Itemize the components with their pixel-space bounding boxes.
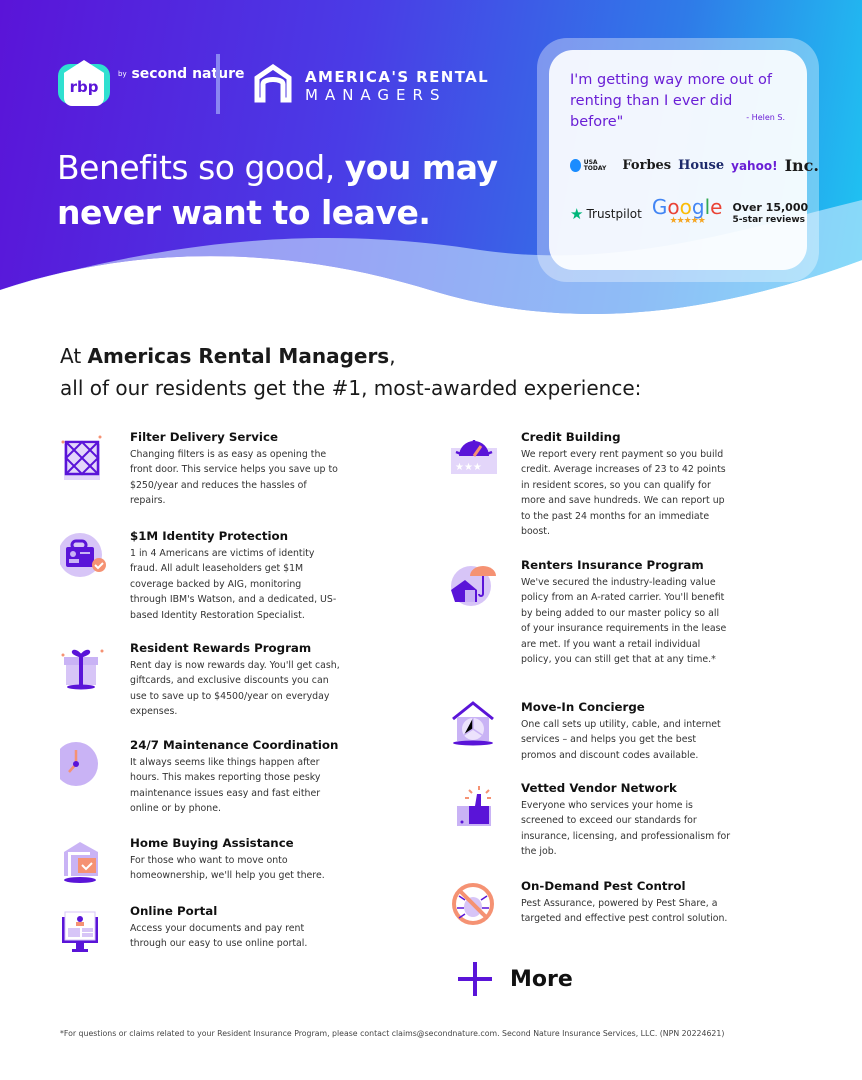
more-button[interactable]: More — [458, 962, 573, 996]
thumbs-up-icon — [457, 786, 491, 826]
google-logo: Google ★★★★★ — [651, 195, 723, 226]
rbp-logo: rbp — [58, 54, 110, 106]
gift-icon — [61, 649, 104, 690]
hero-headline: Benefits so good, you may never want to l… — [57, 148, 498, 232]
inc-logo: Inc. — [784, 156, 819, 175]
testimonial-author: - Helen S. — [746, 113, 785, 122]
testimonial-quote: I'm getting way more out of renting than… — [570, 72, 772, 130]
footer-disclaimer: *For questions or claims related to your… — [60, 1029, 725, 1038]
rating-stars: ★★★★★ — [669, 216, 705, 226]
intro-heading: At Americas Rental Managers, all of our r… — [60, 344, 642, 400]
benefit-online-portal: Online Portal Access your documents and p… — [130, 904, 308, 950]
logo-divider — [216, 54, 220, 114]
benefit-renters-insurance: Renters Insurance Program We've secured t… — [521, 558, 727, 666]
benefit-maintenance: 24/7 Maintenance Coordination It always s… — [130, 738, 339, 815]
clock-icon — [60, 742, 98, 786]
home-sign-icon — [64, 842, 98, 883]
review-count: Over 15,000 5-star reviews — [732, 201, 809, 225]
star-icon: ★ — [570, 205, 584, 223]
benefit-vetted-vendors: Vetted Vendor Network Everyone who servic… — [521, 781, 731, 858]
credit-gauge-icon: ★★★ — [451, 440, 497, 474]
usa-today-logo: USA TODAY — [570, 159, 615, 172]
trustpilot-logo: ★ Trustpilot — [570, 205, 642, 223]
house-utilities-icon — [452, 701, 494, 746]
benefit-filter-delivery: Filter Delivery Service Changing filters … — [130, 430, 338, 507]
hero-banner: rbp by second nature AMERICA'S RENTAL MA… — [0, 0, 862, 330]
umbrella-house-icon — [451, 566, 496, 606]
testimonial-card: I'm getting way more out of renting than… — [537, 38, 819, 282]
benefit-credit-building: Credit Building We report every rent paym… — [521, 430, 726, 538]
arm-house-icon — [254, 64, 292, 103]
forbes-logo: Forbes — [622, 158, 672, 173]
svg-text:★★★: ★★★ — [455, 462, 482, 473]
house-logo: House — [678, 158, 725, 173]
benefit-move-in-concierge: Move-In Concierge One call sets up utilit… — [521, 700, 721, 761]
second-nature-logo: by second nature — [118, 66, 245, 82]
benefit-pest-control: On-Demand Pest Control Pest Assurance, po… — [521, 879, 728, 925]
monitor-icon — [62, 911, 98, 952]
benefit-identity-protection: $1M Identity Protection 1 in 4 Americans … — [130, 529, 337, 621]
wave-decoration — [0, 200, 862, 330]
benefit-home-buying: Home Buying Assistance For those who want… — [130, 836, 325, 882]
id-badge-icon — [60, 533, 106, 577]
benefit-resident-rewards: Resident Rewards Program Rent day is now … — [130, 641, 340, 718]
americas-rental-managers-logo: AMERICA'S RENTAL MANAGERS — [305, 68, 490, 104]
yahoo-logo: yahoo! — [731, 158, 778, 173]
plus-icon — [458, 962, 492, 996]
no-bug-icon — [452, 883, 494, 925]
more-label: More — [510, 966, 573, 992]
filter-icon — [61, 435, 102, 480]
press-logos: USA TODAY Forbes House yahoo! Inc. — [570, 156, 819, 175]
review-badges: ★ Trustpilot Google ★★★★★ Over 15,000 5-sta… — [570, 195, 809, 228]
